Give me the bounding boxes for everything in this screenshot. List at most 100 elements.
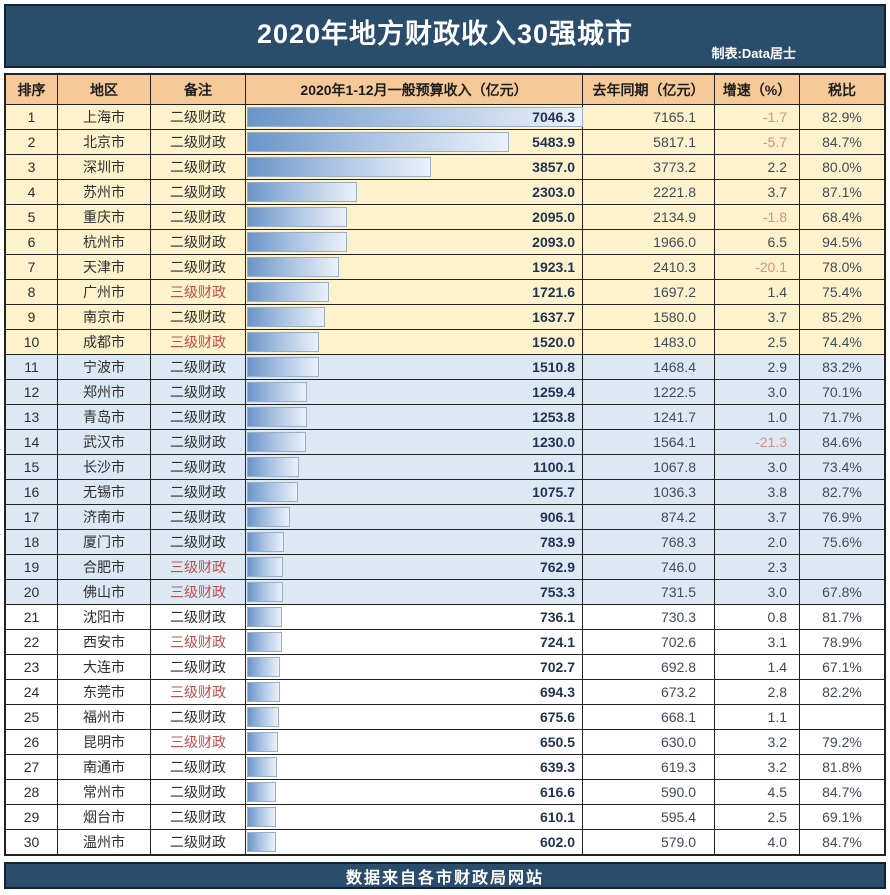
revenue-bar	[247, 257, 339, 277]
revenue-bar	[247, 557, 284, 577]
revenue-bar	[247, 457, 300, 477]
rank-cell: 19	[6, 555, 57, 579]
lastyear-cell: 1222.5	[583, 380, 714, 404]
revenue-value: 1923.1	[532, 259, 575, 275]
revenue-value: 2093.0	[532, 234, 575, 250]
revenue-bar	[247, 482, 299, 502]
note-cell: 二级财政	[151, 505, 245, 529]
rank-cell: 16	[6, 480, 57, 504]
revenue-bar	[247, 507, 291, 527]
tax-cell	[800, 705, 884, 729]
table-row: 26 昆明市 三级财政 650.5 630.0 3.2 79.2%	[6, 730, 884, 754]
growth-cell: 3.2	[715, 730, 799, 754]
table-row: 4 苏州市 二级财政 2303.0 2221.8 3.7 87.1%	[6, 180, 884, 204]
revenue-cell: 2095.0	[246, 205, 582, 229]
note-cell: 二级财政	[151, 430, 245, 454]
revenue-bar	[247, 582, 283, 602]
growth-cell: 3.7	[715, 180, 799, 204]
city-cell: 天津市	[58, 255, 150, 279]
table-row: 18 厦门市 二级财政 783.9 768.3 2.0 75.6%	[6, 530, 884, 554]
table-row: 14 武汉市 二级财政 1230.0 1564.1 -21.3 84.6%	[6, 430, 884, 454]
city-cell: 杭州市	[58, 230, 150, 254]
table-row: 22 西安市 三级财政 724.1 702.6 3.1 78.9%	[6, 630, 884, 654]
revenue-cell: 7046.3	[246, 105, 583, 129]
city-cell: 深圳市	[58, 155, 150, 179]
page-title: 2020年地方财政收入30强城市	[256, 18, 634, 49]
revenue-bar	[247, 132, 509, 152]
table-row: 2 北京市 二级财政 5483.9 5817.1 -5.7 84.7%	[6, 130, 884, 154]
table-row: 13 青岛市 二级财政 1253.8 1241.7 1.0 71.7%	[6, 405, 884, 429]
revenue-value: 762.9	[539, 559, 575, 575]
city-cell: 武汉市	[58, 430, 150, 454]
tax-cell: 79.2%	[800, 730, 884, 754]
tax-cell: 84.7%	[800, 830, 884, 854]
rank-cell: 8	[6, 280, 57, 304]
growth-cell: -1.8	[715, 205, 799, 229]
note-cell: 二级财政	[151, 255, 245, 279]
table-body: 1 上海市 二级财政 7046.3 7165.1 -1.7 82.9% 2 北京…	[6, 105, 884, 854]
lastyear-cell: 768.3	[583, 530, 714, 554]
growth-cell: 3.0	[715, 455, 799, 479]
note-cell: 二级财政	[151, 705, 245, 729]
table-row: 23 大连市 二级财政 702.7 692.8 1.4 67.1%	[6, 655, 884, 679]
note-cell: 三级财政	[151, 330, 245, 354]
tax-cell: 75.6%	[800, 530, 884, 554]
note-cell: 二级财政	[151, 105, 245, 129]
revenue-value: 1075.7	[532, 484, 575, 500]
revenue-cell: 610.1	[246, 805, 582, 829]
growth-cell: 3.0	[715, 580, 799, 604]
footer-text: 数据来自各市财政局网站	[345, 869, 544, 887]
revenue-bar	[247, 107, 583, 127]
revenue-cell: 650.5	[246, 730, 582, 754]
tax-cell: 81.7%	[800, 605, 884, 629]
revenue-value: 610.1	[539, 809, 575, 825]
note-cell: 二级财政	[151, 455, 245, 479]
lastyear-cell: 702.6	[583, 630, 714, 654]
lastyear-cell: 2410.3	[583, 255, 714, 279]
rank-cell: 22	[6, 630, 57, 654]
city-cell: 上海市	[58, 105, 150, 129]
credit-label: 制表:Data居士	[711, 46, 796, 61]
tax-cell: 73.4%	[800, 455, 884, 479]
revenue-bar	[247, 357, 320, 377]
revenue-cell: 1100.1	[246, 455, 582, 479]
table-row: 12 郑州市 二级财政 1259.4 1222.5 3.0 70.1%	[6, 380, 884, 404]
table-row: 7 天津市 二级财政 1923.1 2410.3 -20.1 78.0%	[6, 255, 884, 279]
growth-cell: 3.2	[715, 755, 799, 779]
note-cell: 二级财政	[151, 830, 245, 854]
city-cell: 昆明市	[58, 730, 150, 754]
note-cell: 二级财政	[151, 655, 245, 679]
revenue-value: 5483.9	[532, 134, 575, 150]
lastyear-cell: 1067.8	[583, 455, 714, 479]
lastyear-cell: 2134.9	[583, 205, 714, 229]
city-cell: 福州市	[58, 705, 150, 729]
tax-cell: 67.1%	[800, 655, 884, 679]
revenue-bar	[247, 807, 277, 827]
table-row: 29 烟台市 二级财政 610.1 595.4 2.5 69.1%	[6, 805, 884, 829]
revenue-cell: 783.9	[246, 530, 582, 554]
rank-cell: 21	[6, 605, 57, 629]
city-cell: 无锡市	[58, 480, 150, 504]
revenue-bar	[247, 657, 281, 677]
revenue-bar	[247, 432, 306, 452]
lastyear-cell: 1580.0	[583, 305, 714, 329]
lastyear-cell: 5817.1	[583, 130, 714, 154]
table-row: 15 长沙市 二级财政 1100.1 1067.8 3.0 73.4%	[6, 455, 884, 479]
revenue-value: 2303.0	[532, 184, 575, 200]
table-row: 17 济南市 二级财政 906.1 874.2 3.7 76.9%	[6, 505, 884, 529]
city-cell: 宁波市	[58, 355, 150, 379]
revenue-bar	[247, 782, 277, 802]
rank-cell: 29	[6, 805, 57, 829]
city-cell: 北京市	[58, 130, 150, 154]
table-row: 19 合肥市 三级财政 762.9 746.0 2.3	[6, 555, 884, 579]
revenue-cell: 2303.0	[246, 180, 582, 204]
table-row: 30 温州市 二级财政 602.0 579.0 4.0 84.7%	[6, 830, 884, 854]
revenue-value: 1721.6	[532, 284, 575, 300]
note-cell: 二级财政	[151, 605, 245, 629]
revenue-value: 702.7	[539, 659, 575, 675]
growth-cell: 3.1	[715, 630, 799, 654]
note-cell: 三级财政	[151, 280, 245, 304]
revenue-bar	[247, 282, 330, 302]
table-row: 21 沈阳市 二级财政 736.1 730.3 0.8 81.7%	[6, 605, 884, 629]
revenue-cell: 1721.6	[246, 280, 582, 304]
